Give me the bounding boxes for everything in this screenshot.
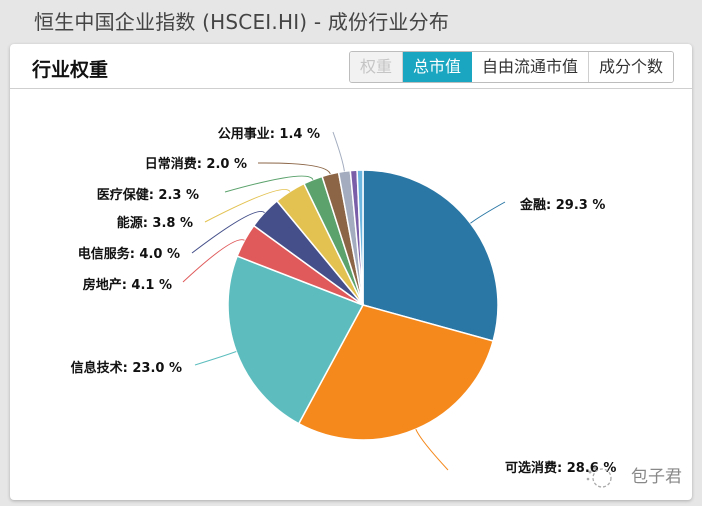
- tab-total-market-cap[interactable]: 总市值: [402, 52, 472, 82]
- pie-slice[interactable]: [356, 169, 364, 306]
- page-title: 恒生中国企业指数 (HSCEI.HI) - 成份行业分布: [34, 10, 450, 34]
- tab-constituent-count[interactable]: 成分个数: [588, 52, 673, 82]
- leader-line: [204, 188, 291, 223]
- leader-line: [182, 239, 245, 283]
- slice-label: 金融: 29.3 %: [519, 197, 605, 213]
- leader-line: [194, 351, 237, 366]
- card-title: 行业权重: [32, 59, 109, 81]
- watermark-text: 包子君: [631, 467, 682, 487]
- leader-line: [191, 211, 265, 254]
- pie-slice[interactable]: [227, 255, 365, 425]
- leader-line: [415, 429, 449, 471]
- tab-free-float-market-cap[interactable]: 自由流通市值: [471, 52, 589, 82]
- leader-line: [470, 201, 506, 224]
- card-header: 行业权重 权重 总市值 自由流通市值 成分个数: [10, 44, 692, 89]
- slice-label: 信息技术: 23.0 %: [71, 360, 182, 376]
- pie-slices: [227, 169, 499, 441]
- slice-label: 能源: 3.8 %: [117, 215, 193, 231]
- slice-label: 房地产: 4.1 %: [83, 277, 172, 293]
- tab-weight[interactable]: 权重: [349, 52, 403, 82]
- wechat-icon: [586, 466, 612, 488]
- slice-label: 公用事业: 1.4 %: [218, 126, 320, 142]
- slice-label: 电信服务: 4.0 %: [78, 246, 180, 262]
- metric-tab-group: 权重 总市值 自由流通市值 成分个数: [348, 51, 674, 83]
- slice-label: 日常消费: 2.0 %: [145, 156, 247, 172]
- leader-lines: [182, 131, 506, 471]
- leader-line: [224, 175, 314, 193]
- slice-label: 医疗保健: 2.3 %: [97, 187, 199, 203]
- leader-line: [257, 162, 331, 175]
- leader-line: [332, 131, 345, 172]
